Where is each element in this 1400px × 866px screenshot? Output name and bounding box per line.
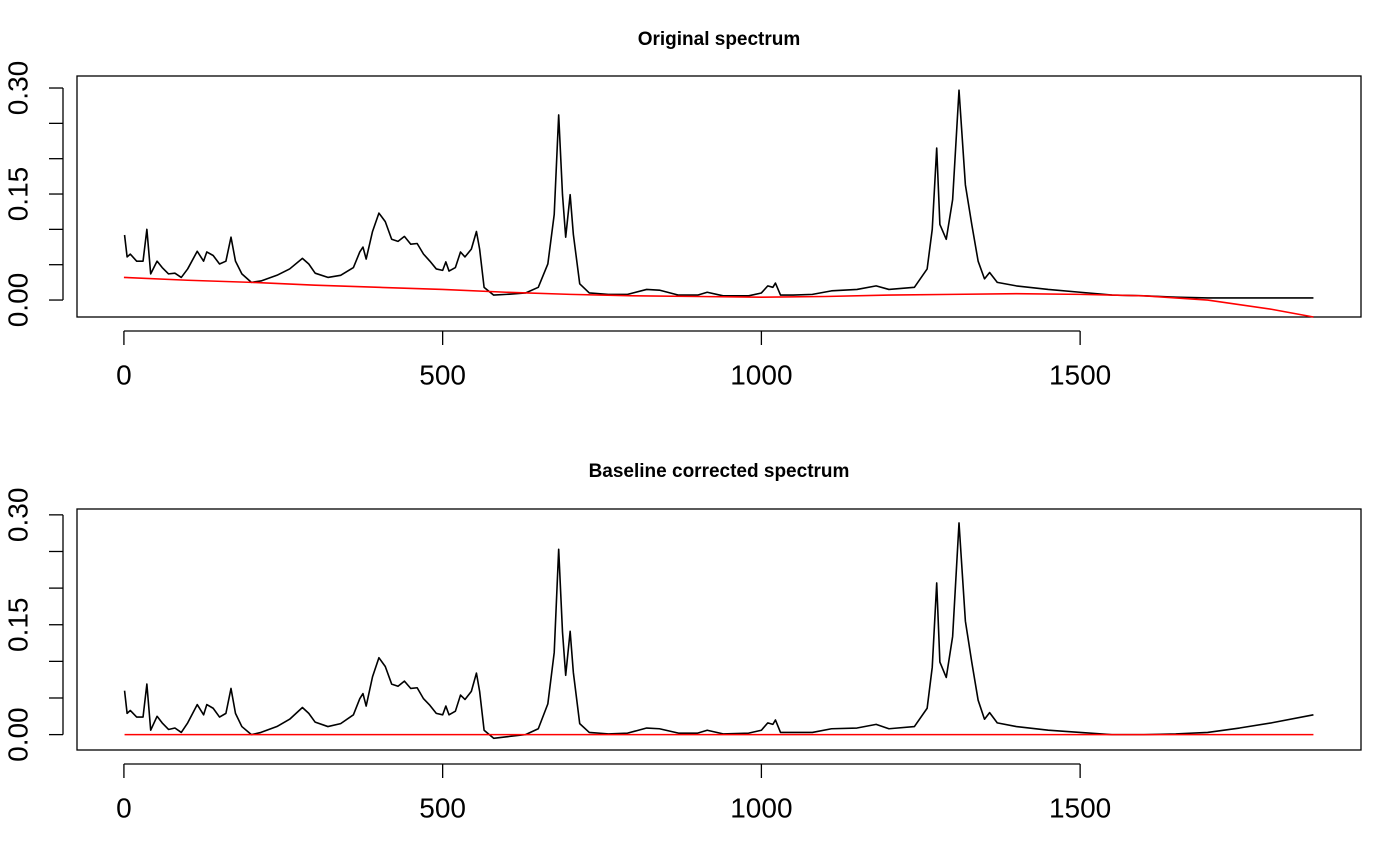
y-tick-label: 0.00 (2, 707, 33, 762)
plot-frame (76, 508, 1362, 751)
spectrum-line (123, 522, 1314, 740)
x-tick-label: 1000 (730, 359, 792, 390)
spectrum-line (123, 89, 1314, 299)
y-tick-label: 0.30 (2, 61, 33, 116)
y-tick-label: 0.15 (2, 597, 33, 652)
y-tick-label: 0.00 (2, 273, 33, 328)
chart-title: Baseline corrected spectrum (589, 461, 850, 482)
y-tick-label: 0.15 (2, 167, 33, 222)
spectrum-line (123, 276, 1314, 318)
x-tick-label: 1000 (730, 792, 792, 823)
x-tick-label: 0 (116, 359, 132, 390)
plot-frame (76, 75, 1362, 318)
x-tick-label: 500 (419, 792, 466, 823)
x-tick-label: 1500 (1049, 792, 1111, 823)
x-tick-label: 0 (116, 792, 132, 823)
x-tick-label: 1500 (1049, 359, 1111, 390)
y-tick-label: 0.30 (2, 488, 33, 543)
x-tick-label: 500 (419, 359, 466, 390)
chart-title: Original spectrum (638, 29, 801, 50)
